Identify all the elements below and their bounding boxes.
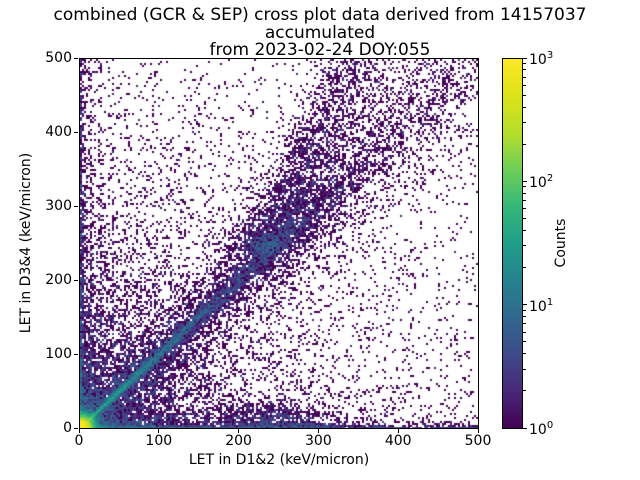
colorbar-minor-tick xyxy=(523,267,526,269)
colorbar-major-tick xyxy=(523,304,527,306)
colorbar-minor-tick xyxy=(523,192,526,194)
colorbar-minor-tick xyxy=(523,323,526,325)
colorbar-minor-tick xyxy=(523,94,526,96)
y-tick-label: 100 xyxy=(45,346,72,362)
y-tick-label: 0 xyxy=(63,420,72,436)
colorbar-minor-tick xyxy=(523,341,526,343)
plot-area xyxy=(79,58,479,429)
colorbar-minor-tick xyxy=(523,199,526,201)
x-tick-label: 400 xyxy=(384,433,412,449)
colorbar-minor-tick xyxy=(523,390,526,392)
colorbar-tick-label: 101 xyxy=(529,296,554,315)
colorbar-minor-tick xyxy=(523,309,526,311)
x-tick-label: 300 xyxy=(305,433,332,449)
heatmap-canvas xyxy=(80,59,478,428)
x-tick xyxy=(238,429,240,433)
colorbar-minor-tick xyxy=(523,208,526,210)
colorbar-minor-tick xyxy=(523,84,526,86)
x-axis-label: LET in D1&2 (keV/micron) xyxy=(188,452,370,468)
y-tick xyxy=(74,279,78,281)
y-axis-label: LET in D3&4 (keV/micron) xyxy=(18,152,34,334)
colorbar-minor-tick xyxy=(523,63,526,65)
colorbar-minor-tick xyxy=(523,331,526,333)
colorbar-minor-tick xyxy=(523,186,526,188)
colorbar-tick-label: 102 xyxy=(529,173,554,192)
colorbar-tick-label: 103 xyxy=(529,50,554,68)
colorbar-minor-tick xyxy=(523,245,526,247)
title-line-2: from 2023-02-24 DOY:055 xyxy=(209,40,431,60)
colorbar-minor-tick xyxy=(523,106,526,108)
y-tick xyxy=(74,131,78,133)
colorbar-minor-tick xyxy=(523,121,526,123)
colorbar-minor-tick xyxy=(523,76,526,78)
colorbar xyxy=(502,58,523,429)
y-tick-label: 500 xyxy=(45,50,72,66)
title-line-1: combined (GCR & SEP) cross plot data der… xyxy=(53,5,587,43)
colorbar-major-tick xyxy=(523,57,527,59)
x-tick xyxy=(397,429,399,433)
x-tick xyxy=(477,429,479,433)
colorbar-minor-tick xyxy=(523,229,526,231)
x-tick-label: 500 xyxy=(464,433,492,449)
y-tick xyxy=(74,205,78,207)
colorbar-minor-tick xyxy=(523,69,526,71)
colorbar-minor-tick xyxy=(523,353,526,355)
y-tick xyxy=(74,427,78,429)
colorbar-tick-label: 100 xyxy=(529,420,554,438)
colorbar-major-tick xyxy=(523,427,527,429)
x-tick-label: 200 xyxy=(225,433,252,449)
x-tick xyxy=(78,429,80,433)
colorbar-minor-tick xyxy=(523,316,526,318)
colorbar-minor-tick xyxy=(523,217,526,219)
colorbar-minor-tick xyxy=(523,143,526,145)
y-tick xyxy=(74,57,78,59)
x-tick-label: 100 xyxy=(145,433,173,449)
colorbar-minor-tick xyxy=(523,368,526,370)
colorbar-gradient xyxy=(503,59,522,428)
colorbar-major-tick xyxy=(523,180,527,182)
x-tick-label: 0 xyxy=(74,433,84,449)
x-tick xyxy=(158,429,160,433)
y-tick-label: 300 xyxy=(45,198,72,214)
y-tick-label: 200 xyxy=(45,272,72,288)
colorbar-label: Counts xyxy=(553,218,569,268)
y-tick-label: 400 xyxy=(45,124,72,140)
y-tick xyxy=(74,353,78,355)
x-tick xyxy=(317,429,319,433)
